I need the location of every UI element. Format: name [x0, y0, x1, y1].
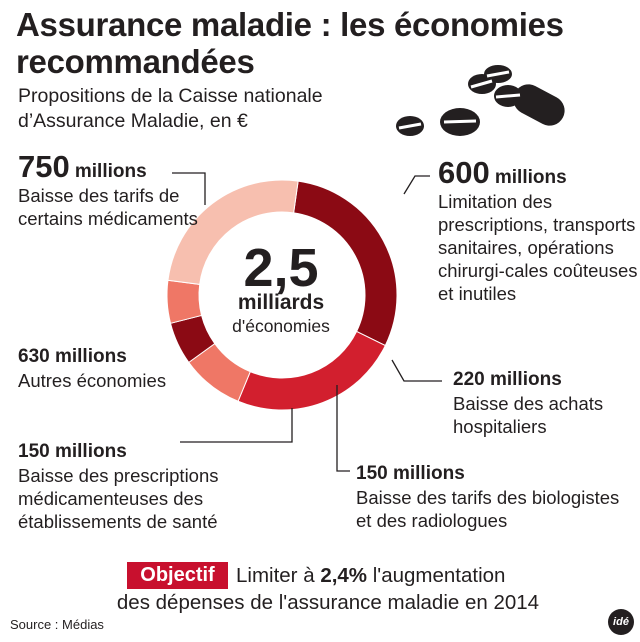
objective-line-2: des dépenses de l'assurance maladie en 2… [116, 591, 540, 614]
callout-amount: 150 millions [356, 463, 465, 484]
publisher-logo: idé [608, 609, 634, 635]
center-total-value: 2,5 [243, 238, 319, 298]
amount-number: 750 [18, 149, 70, 184]
callout-amount: 220 millions [453, 369, 562, 390]
subtitle: Propositions de la Caisse nationale d’As… [18, 85, 323, 132]
pills-icon [396, 65, 565, 136]
callout-description: Baisse des tarifs de certains médicament… [18, 185, 198, 229]
objective-text-post: l'augmentation [367, 564, 506, 587]
leader-line-150-bio [336, 385, 350, 472]
donut-slice-4 [166, 279, 203, 324]
leader-line-750 [172, 172, 206, 205]
objective-badge: Objectif [127, 562, 228, 589]
donut-slice-1 [237, 330, 386, 411]
amount-number: 600 [438, 155, 490, 190]
callout-autres: 630 millions Autres économies [18, 345, 188, 392]
callout-amount: 600 millions [438, 156, 638, 190]
callout-prescriptions-etablissements: 150 millions Baisse des prescriptions mé… [18, 440, 258, 533]
objective-rate: 2,4% [320, 564, 368, 587]
callout-amount: 150 millions [18, 441, 127, 462]
page-title: Assurance maladie : les économies recomm… [16, 6, 564, 80]
amount-unit: millions [74, 161, 147, 182]
callout-description: Baisse des achats hospitaliers [453, 393, 604, 437]
leader-line-150-eta [180, 408, 293, 443]
amount-unit: millions [494, 167, 567, 188]
donut-slice-5 [167, 179, 299, 285]
callout-biologistes-radiologues: 150 millions Baisse des tarifs des biolo… [356, 462, 636, 532]
center-total-unit: milliards [237, 291, 325, 314]
callout-amount: 750 millions [18, 150, 208, 184]
callout-description: Autres économies [18, 370, 167, 391]
objective-line-1: Limiter à 2,4% l'augmentation [236, 563, 505, 589]
source-note: Source : Médias [10, 617, 104, 632]
objective-text-pre: Limiter à [236, 564, 321, 587]
callout-tarifs-medicaments: 750 millions Baisse des tarifs de certai… [18, 150, 208, 230]
callout-limitation-prescriptions: 600 millions Limitation des prescription… [438, 156, 638, 305]
leader-line-600 [403, 175, 430, 195]
leader-line-220 [391, 359, 442, 382]
callout-description: Limitation des prescriptions, transports… [438, 191, 638, 304]
callout-description: Baisse des tarifs des biologistes et des… [356, 487, 620, 531]
center-total-caption: d'économies [232, 316, 330, 336]
callout-description: Baisse des prescriptions médicamenteuses… [18, 465, 219, 532]
callout-amount: 630 millions [18, 346, 127, 367]
callout-achats-hospitaliers: 220 millions Baisse des achats hospitali… [453, 368, 633, 438]
